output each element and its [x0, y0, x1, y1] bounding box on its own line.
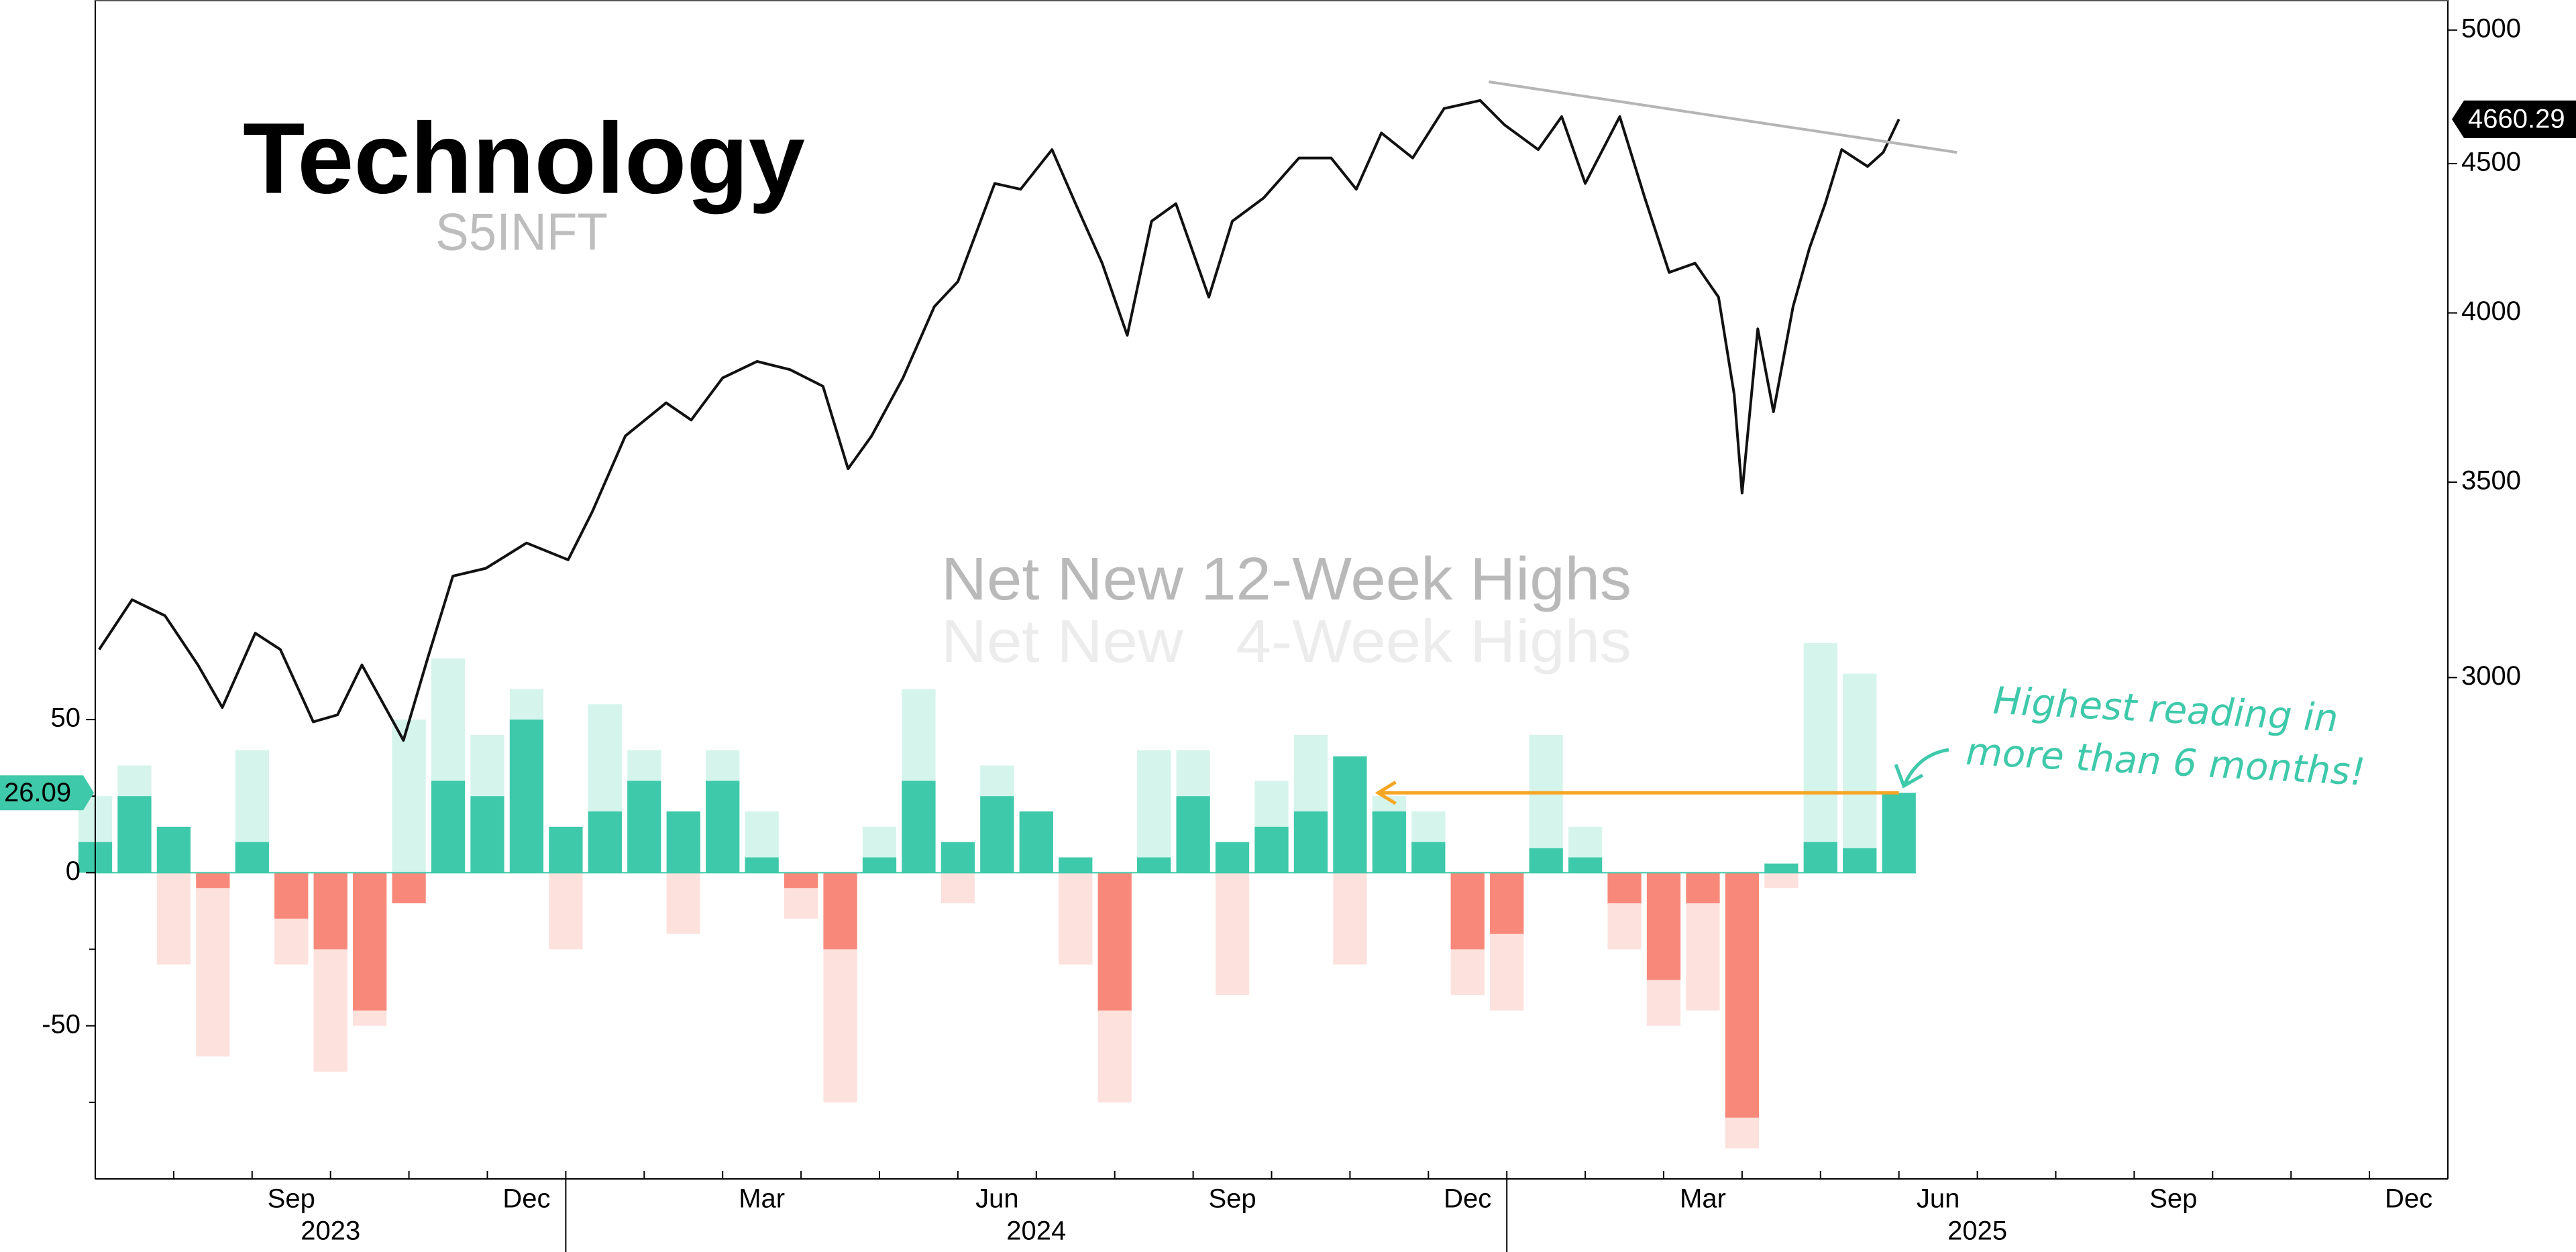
bar: [823, 872, 857, 950]
bar: [1646, 872, 1681, 980]
x-year-label: 2025: [1947, 1216, 2007, 1246]
x-tick-label: Sep: [268, 1184, 315, 1214]
price-layer: [98, 99, 1900, 742]
x-tick-label: Mar: [1680, 1184, 1726, 1214]
bar: [196, 872, 230, 889]
annotation-arrow-head: [1894, 764, 1924, 789]
bar: [1215, 842, 1250, 873]
bar: [1059, 857, 1093, 873]
bar: [313, 872, 347, 950]
bar: [1254, 826, 1289, 873]
bar: [1686, 872, 1720, 904]
bar: [1843, 673, 1877, 873]
bar: [1333, 756, 1367, 873]
bar: [470, 796, 504, 873]
bar: [549, 872, 583, 950]
bar: [1568, 857, 1603, 873]
y-tick-label: 0: [66, 856, 80, 886]
legend-entry: Net New 12-Week Highs: [941, 546, 1631, 613]
bar: [392, 720, 426, 873]
bar: [549, 826, 583, 873]
y2-tick-label: 3500: [2461, 466, 2521, 496]
bar: [392, 872, 426, 904]
bar: [156, 872, 191, 965]
bar: [1529, 848, 1563, 873]
last-price-label: 4660.29: [2468, 104, 2565, 133]
bar: [1607, 872, 1642, 904]
bar: [862, 857, 897, 873]
x-tick-label: Jun: [1917, 1184, 1960, 1214]
bar: [980, 796, 1014, 873]
bar: [902, 781, 936, 873]
chart-title: Technology: [243, 102, 805, 215]
x-tick-label: Sep: [1208, 1184, 1256, 1214]
bar: [196, 872, 230, 1057]
x-tick-label: Jun: [975, 1184, 1019, 1214]
bar: [1019, 811, 1053, 873]
bar: [1803, 642, 1837, 873]
bar: [117, 796, 152, 873]
trendline: [1489, 80, 1957, 154]
reference-arrow-head: [1375, 781, 1397, 805]
bar: [1097, 872, 1132, 1011]
bar: [784, 872, 818, 889]
y-tick-label: 50: [51, 703, 81, 733]
price-line: [98, 99, 1900, 742]
bar: [1372, 811, 1406, 873]
legend-entry: Net New 4-Week Highs: [941, 608, 1631, 675]
bar: [941, 872, 975, 904]
x-year-label: 2023: [301, 1216, 360, 1246]
bar: [1882, 793, 1916, 873]
bar: [1725, 872, 1760, 1118]
bar: [1293, 811, 1328, 873]
y-tick-label: -50: [42, 1009, 80, 1039]
bar: [1764, 872, 1799, 889]
chart-subtitle: S5INFT: [435, 203, 608, 262]
bar: [1803, 842, 1837, 873]
bar: [941, 842, 975, 873]
bar: [1764, 863, 1799, 873]
bar: [666, 811, 700, 873]
y2-tick-label: 3000: [2461, 661, 2521, 691]
y2-tick-label: 4500: [2461, 148, 2521, 177]
bar: [1059, 872, 1093, 965]
bar: [1137, 750, 1171, 873]
last-bar-label: 26.09: [4, 778, 71, 807]
bar: [353, 872, 387, 1011]
x-tick-label: Dec: [502, 1184, 550, 1214]
bar: [706, 781, 740, 873]
bar: [745, 857, 779, 873]
bar: [509, 720, 544, 873]
bar: [431, 781, 466, 873]
x-tick-label: Dec: [2385, 1184, 2432, 1214]
bar: [1215, 872, 1250, 996]
bar: [1490, 872, 1524, 934]
bar: [1137, 857, 1171, 873]
y2-tick-label: 5000: [2461, 13, 2521, 43]
bar: [235, 842, 269, 873]
bar: [627, 781, 661, 873]
y2-tick-label: 4000: [2461, 296, 2521, 326]
bar: [1843, 848, 1877, 873]
x-tick-label: Sep: [2149, 1184, 2197, 1214]
bar: [666, 872, 700, 934]
bar: [156, 826, 191, 873]
x-tick-label: Dec: [1444, 1184, 1491, 1214]
x-year-label: 2024: [1006, 1216, 1066, 1246]
last-price-box: [2452, 100, 2576, 138]
bar: [1450, 872, 1485, 950]
bar: [588, 811, 622, 873]
bar: [1176, 796, 1210, 873]
bar: [1411, 842, 1446, 873]
bar: [274, 872, 309, 919]
x-tick-label: Mar: [739, 1184, 785, 1214]
annotation-arrow: [1903, 748, 1949, 785]
bar: [1333, 872, 1367, 965]
bars-layer: [78, 642, 1916, 1149]
last-bar-box: [0, 775, 94, 811]
